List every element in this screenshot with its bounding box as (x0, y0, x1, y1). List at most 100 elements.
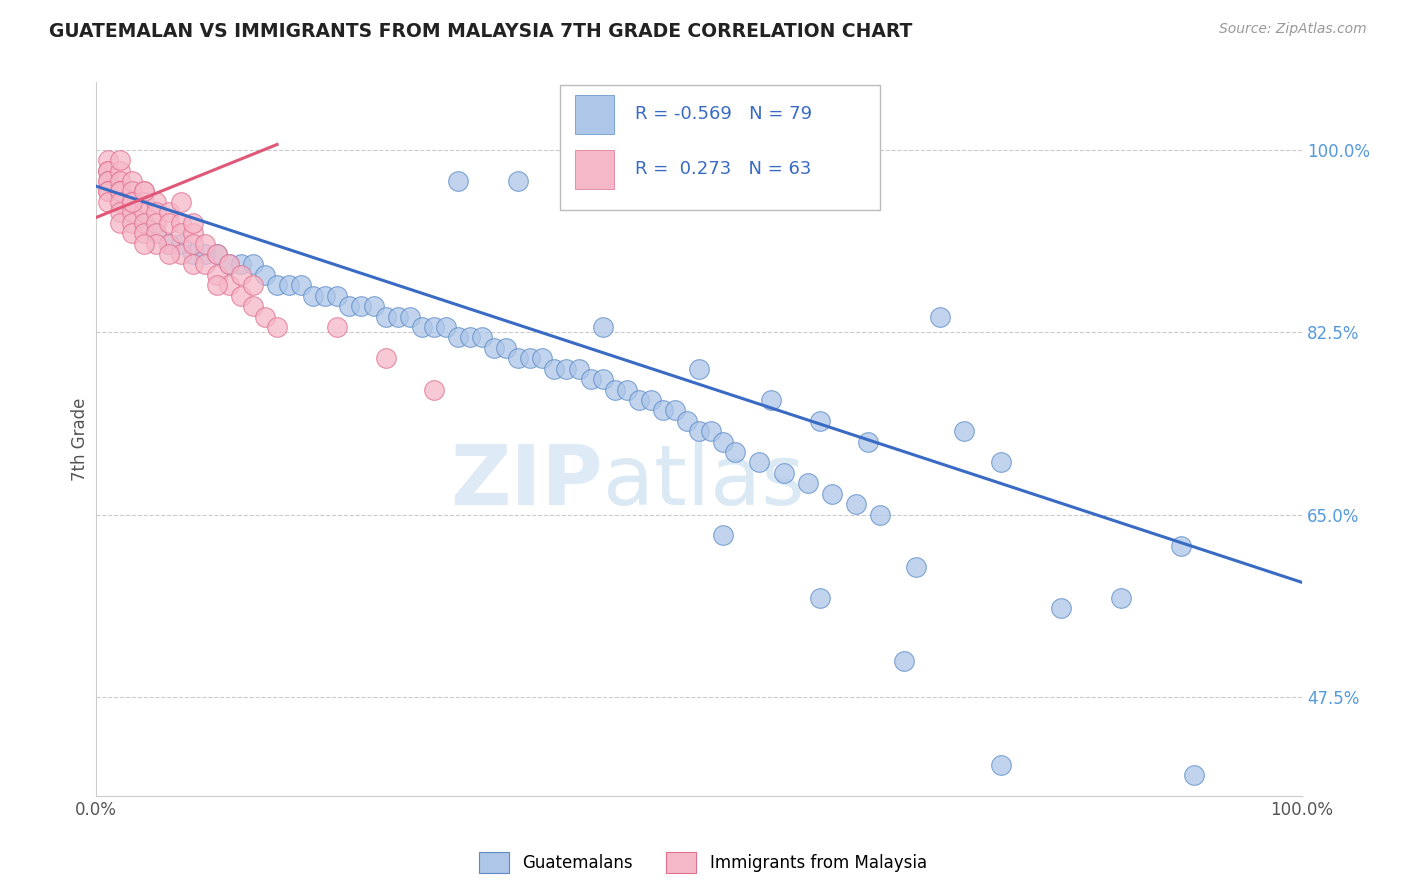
Point (627, 392, 650, 407)
Point (181, 226, 204, 240)
Point (796, 476, 818, 491)
Point (194, 247, 217, 261)
Point (110, 185, 132, 199)
Point (134, 205, 156, 219)
Point (157, 236, 180, 251)
Point (145, 205, 167, 219)
Point (555, 361, 578, 376)
Point (121, 185, 143, 199)
Point (194, 236, 217, 251)
Point (181, 236, 204, 251)
Point (616, 383, 638, 397)
Point (145, 226, 167, 240)
Point (229, 268, 252, 282)
Point (218, 257, 240, 271)
Point (169, 226, 191, 240)
Point (711, 528, 734, 542)
Point (218, 278, 240, 293)
Point (266, 278, 288, 293)
Point (495, 341, 517, 355)
Point (953, 424, 976, 438)
Point (194, 257, 217, 271)
Point (242, 299, 264, 313)
Point (157, 205, 180, 219)
Point (229, 257, 252, 271)
Point (1050, 601, 1073, 615)
Point (990, 455, 1012, 469)
Point (145, 226, 167, 240)
Point (326, 288, 349, 302)
Point (145, 194, 167, 209)
Point (929, 310, 952, 324)
Point (145, 236, 167, 251)
Point (640, 174, 662, 188)
Point (97, 174, 120, 188)
Text: R = -0.569   N = 79: R = -0.569 N = 79 (636, 105, 813, 123)
Point (447, 330, 470, 344)
Point (110, 205, 132, 219)
Point (519, 351, 541, 366)
Point (363, 299, 385, 313)
Point (266, 320, 288, 334)
Point (688, 361, 710, 376)
Point (314, 288, 336, 302)
Text: ZIP: ZIP (450, 442, 603, 523)
Point (579, 372, 602, 386)
Point (121, 174, 143, 188)
Point (531, 351, 554, 366)
Point (603, 383, 626, 397)
Point (181, 216, 204, 230)
Point (97, 174, 120, 188)
Point (145, 216, 167, 230)
Point (134, 216, 156, 230)
Point (205, 247, 228, 261)
Point (205, 268, 228, 282)
Point (398, 310, 420, 324)
Point (423, 383, 446, 397)
Point (458, 330, 481, 344)
Legend: Guatemalans, Immigrants from Malaysia: Guatemalans, Immigrants from Malaysia (472, 846, 934, 880)
Point (374, 310, 396, 324)
Point (711, 434, 734, 449)
Point (676, 414, 699, 428)
Point (856, 434, 879, 449)
Point (688, 424, 710, 438)
Point (134, 216, 156, 230)
Point (447, 174, 470, 188)
FancyBboxPatch shape (561, 86, 880, 211)
Point (97, 185, 120, 199)
Point (205, 247, 228, 261)
Point (110, 185, 132, 199)
Point (121, 216, 143, 230)
Point (423, 320, 446, 334)
Point (905, 559, 928, 574)
Point (134, 226, 156, 240)
Point (169, 216, 191, 230)
Point (110, 153, 132, 167)
Point (157, 247, 180, 261)
Point (761, 392, 783, 407)
Point (1109, 591, 1132, 605)
Point (772, 466, 794, 480)
Point (700, 424, 723, 438)
Point (110, 174, 132, 188)
Point (640, 392, 662, 407)
Point (134, 185, 156, 199)
Point (253, 268, 276, 282)
Text: atlas: atlas (603, 442, 804, 523)
Point (110, 194, 132, 209)
Point (374, 351, 396, 366)
Point (157, 216, 180, 230)
Point (169, 194, 191, 209)
Point (134, 185, 156, 199)
Point (302, 288, 325, 302)
Point (97, 163, 120, 178)
Point (169, 247, 191, 261)
Point (508, 351, 530, 366)
Point (181, 257, 204, 271)
Point (592, 320, 614, 334)
Point (110, 216, 132, 230)
Point (616, 174, 638, 188)
Point (508, 174, 530, 188)
Point (218, 257, 240, 271)
